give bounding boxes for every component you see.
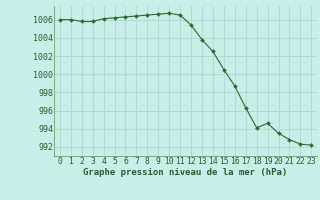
X-axis label: Graphe pression niveau de la mer (hPa): Graphe pression niveau de la mer (hPa): [84, 168, 288, 177]
